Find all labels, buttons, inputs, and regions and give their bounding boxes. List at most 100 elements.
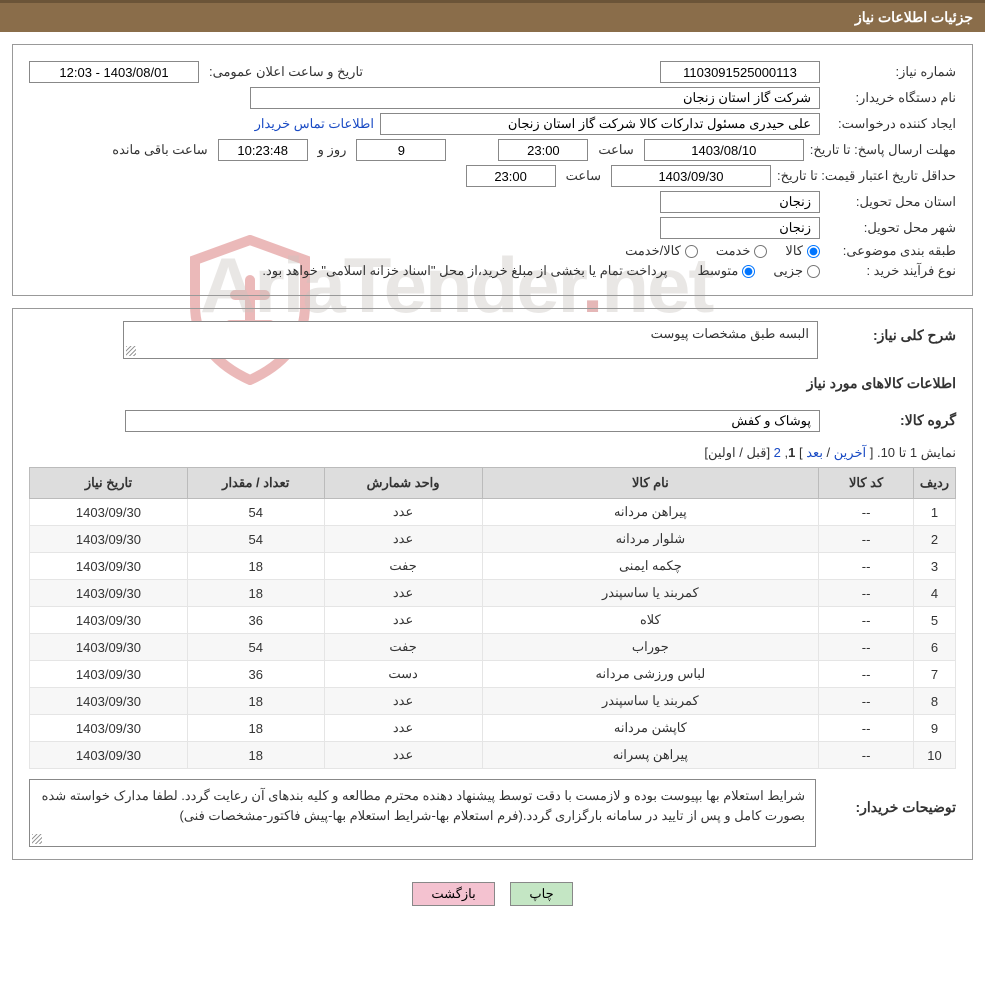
category-radio-group: کالا خدمت کالا/خدمت [625,243,820,259]
table-cell: 18 [187,580,324,607]
page-first: اولین [708,445,736,460]
buyer-notes-text: شرایط استعلام بها بپیوست بوده و لازمست ب… [42,788,805,823]
page-2-link[interactable]: 2 [774,445,781,460]
info-section: شماره نیاز: تاریخ و ساعت اعلان عمومی: نا… [21,53,964,287]
paging-prefix: نمایش 1 تا 10. [ [866,445,956,460]
buyer-org-field [250,87,820,109]
resize-handle-icon[interactable] [32,834,42,844]
table-header-row: ردیف کد کالا نام کالا واحد شمارش تعداد /… [30,468,956,499]
cat-goods-radio[interactable] [807,245,820,258]
table-row: 7--لباس ورزشی مردانهدست361403/09/30 [30,661,956,688]
table-cell: 18 [187,715,324,742]
remaining-label: ساعت باقی مانده [108,142,211,158]
province-field [660,191,820,213]
proc-medium-label: متوسط [697,263,738,279]
table-cell: کمربند یا ساسپندر [482,580,819,607]
table-cell: 6 [913,634,955,661]
buyer-org-label: نام دستگاه خریدار: [826,90,956,106]
table-cell: 1 [913,499,955,526]
process-radio-group: جزیی متوسط [697,263,820,279]
payment-note: پرداخت تمام یا بخشی از مبلغ خرید،از محل … [258,263,671,279]
buyer-contact-link[interactable]: اطلاعات تماس خریدار [255,116,374,132]
resize-handle-icon[interactable] [126,346,136,356]
proc-medium-option[interactable]: متوسط [697,263,755,279]
table-cell: پیراهن مردانه [482,499,819,526]
table-cell: 1403/09/30 [30,526,188,553]
items-table: ردیف کد کالا نام کالا واحد شمارش تعداد /… [29,467,956,769]
print-button[interactable]: چاپ [510,882,572,906]
th-qty: تعداد / مقدار [187,468,324,499]
category-label: طبقه بندی موضوعی: [826,243,956,259]
table-row: 1--پیراهن مردانهعدد541403/09/30 [30,499,956,526]
table-cell: 10 [913,742,955,769]
cat-service-option[interactable]: خدمت [716,243,768,259]
cat-goods-label: کالا [785,243,803,259]
table-cell: 2 [913,526,955,553]
cat-goods-service-radio[interactable] [685,245,698,258]
th-unit: واحد شمارش [324,468,482,499]
table-cell: -- [819,715,914,742]
table-cell: کمربند یا ساسپندر [482,688,819,715]
table-cell: عدد [324,688,482,715]
table-cell: جفت [324,634,482,661]
table-cell: 5 [913,607,955,634]
table-cell: عدد [324,607,482,634]
table-cell: -- [819,526,914,553]
table-cell: -- [819,688,914,715]
th-name: نام کالا [482,468,819,499]
hour-label-1: ساعت [594,142,637,158]
cat-goods-service-option[interactable]: کالا/خدمت [625,243,698,259]
table-cell: 3 [913,553,955,580]
table-cell: 18 [187,742,324,769]
table-cell: 36 [187,661,324,688]
table-row: 4--کمربند یا ساسپندرعدد181403/09/30 [30,580,956,607]
table-cell: 54 [187,526,324,553]
page-prev: قبل [746,445,766,460]
table-cell: 1403/09/30 [30,715,188,742]
proc-medium-radio[interactable] [742,265,755,278]
validity-date-field [611,165,771,187]
pagination: نمایش 1 تا 10. [ آخرین / بعد ] 1, 2 [قبل… [29,439,956,467]
page-next-link[interactable]: بعد [806,445,823,460]
table-cell: 4 [913,580,955,607]
table-cell: لباس ورزشی مردانه [482,661,819,688]
page-title: جزئیات اطلاعات نیاز [855,9,973,25]
table-row: 5--کلاهعدد361403/09/30 [30,607,956,634]
table-cell: 8 [913,688,955,715]
table-cell: 54 [187,499,324,526]
back-button[interactable]: بازگشت [412,882,494,906]
days-remaining-field [356,139,446,161]
footer-buttons: چاپ بازگشت [0,872,985,910]
table-cell: عدد [324,580,482,607]
cat-goods-option[interactable]: کالا [785,243,820,259]
table-cell: 1403/09/30 [30,553,188,580]
table-cell: 1403/09/30 [30,499,188,526]
table-cell: -- [819,499,914,526]
items-section-label: اطلاعات کالاهای مورد نیاز [29,369,956,398]
announce-datetime-field [29,61,199,83]
days-and-label: روز و [314,142,351,158]
general-desc-field[interactable]: البسه طبق مشخصات پیوست [123,321,818,359]
announce-label: تاریخ و ساعت اعلان عمومی: [205,64,367,80]
table-cell: کاپشن مردانه [482,715,819,742]
proc-partial-radio[interactable] [807,265,820,278]
page-header: جزئیات اطلاعات نیاز [0,0,985,32]
proc-partial-option[interactable]: جزیی [773,263,820,279]
table-cell: 1403/09/30 [30,661,188,688]
table-cell: کلاه [482,607,819,634]
need-number-label: شماره نیاز: [826,64,956,80]
group-field [125,410,820,432]
process-label: نوع فرآیند خرید : [826,263,956,279]
details-frame: شرح کلی نیاز: البسه طبق مشخصات پیوست اطل… [12,308,973,860]
cat-service-radio[interactable] [754,245,767,258]
table-cell: عدد [324,742,482,769]
page-last-link[interactable]: آخرین [834,445,866,460]
table-cell: پیراهن پسرانه [482,742,819,769]
proc-partial-label: جزیی [773,263,803,279]
table-cell: جوراب [482,634,819,661]
table-cell: -- [819,553,914,580]
table-cell: عدد [324,526,482,553]
cat-service-label: خدمت [716,243,751,259]
buyer-notes-field[interactable]: شرایط استعلام بها بپیوست بوده و لازمست ب… [29,779,816,847]
time-remaining-field [218,139,308,161]
